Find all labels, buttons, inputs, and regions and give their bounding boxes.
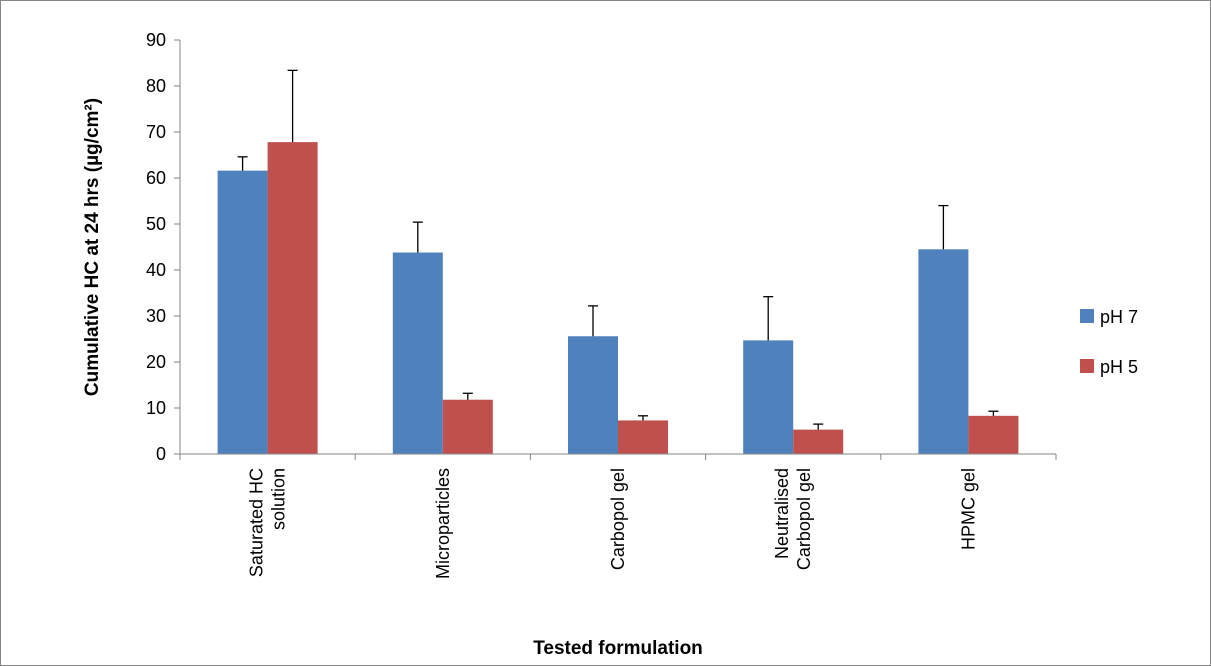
bar-ph5-2: [618, 420, 668, 454]
legend-swatch-1: [1080, 359, 1094, 373]
error-bars-layer: [237, 69, 999, 430]
x-category-label: Carbopol gel: [608, 468, 628, 570]
bar-ph7-2: [568, 336, 618, 454]
y-tick-label: 20: [146, 352, 166, 372]
bar-ph5-1: [442, 399, 493, 454]
y-axis-title: Cumulative HC at 24 hrs (µg/cm²): [82, 98, 103, 396]
bar-ph5-3: [793, 429, 844, 454]
legend-swatch-0: [1080, 309, 1094, 323]
legend-label-0: pH 7: [1100, 307, 1138, 327]
y-tick-label: 40: [146, 260, 166, 280]
x-axis-title: Tested formulation: [533, 638, 703, 659]
x-category-label: Saturated HC: [247, 468, 267, 577]
y-tick-label: 60: [146, 168, 166, 188]
y-tick-label: 30: [146, 306, 166, 326]
bars-layer: [217, 142, 1019, 454]
bar-ph5-4: [968, 415, 1019, 454]
bar-ph7-0: [217, 170, 268, 454]
legend: pH 7 pH 5: [1080, 307, 1138, 377]
y-tick-label: 0: [156, 444, 166, 464]
x-category-label: Carbopol gel: [794, 468, 814, 570]
y-tick-label: 90: [146, 30, 166, 50]
bar-ph7-1: [392, 252, 443, 454]
x-category-label: HPMC gel: [958, 468, 978, 550]
y-tick-labels: 0 10 20 30 40 50 60 70 80 90: [146, 30, 166, 464]
axes-layer: [174, 39, 1057, 460]
x-category-labels: Saturated HC solution Microparticles Carbop…: [247, 468, 979, 579]
bar-ph7-3: [743, 340, 794, 454]
x-category-label: Microparticles: [433, 468, 453, 579]
x-category-label: Neutralised: [772, 468, 792, 559]
y-tick-label: 80: [146, 76, 166, 96]
legend-label-1: pH 5: [1100, 357, 1138, 377]
y-tick-label: 10: [146, 398, 166, 418]
x-category-label: solution: [269, 468, 289, 530]
y-tick-label: 70: [146, 122, 166, 142]
bar-ph5-0: [267, 142, 318, 454]
bar-ph7-4: [918, 249, 969, 454]
y-tick-label: 50: [146, 214, 166, 234]
